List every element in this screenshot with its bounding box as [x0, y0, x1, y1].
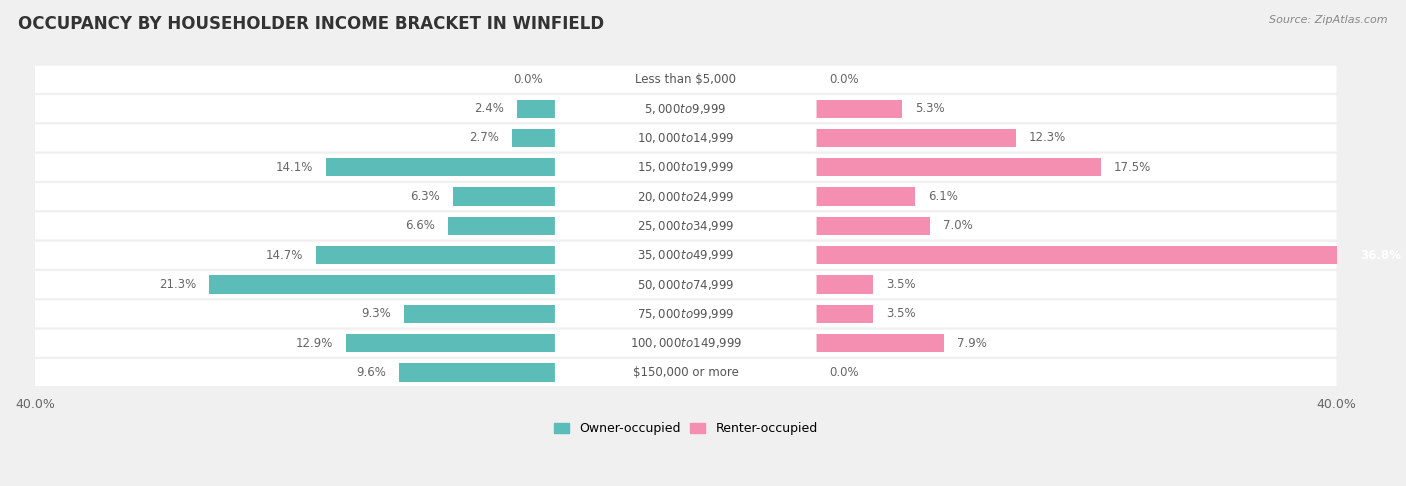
FancyBboxPatch shape: [35, 300, 1337, 328]
Bar: [516, 100, 555, 118]
Bar: [449, 217, 555, 235]
Text: 3.5%: 3.5%: [886, 278, 915, 291]
Text: 6.6%: 6.6%: [405, 219, 436, 232]
Text: OCCUPANCY BY HOUSEHOLDER INCOME BRACKET IN WINFIELD: OCCUPANCY BY HOUSEHOLDER INCOME BRACKET …: [18, 15, 605, 33]
Bar: [815, 217, 929, 235]
FancyBboxPatch shape: [35, 242, 1337, 269]
Bar: [815, 276, 873, 294]
FancyBboxPatch shape: [555, 186, 817, 207]
FancyBboxPatch shape: [555, 304, 817, 324]
Text: 5.3%: 5.3%: [915, 102, 945, 115]
FancyBboxPatch shape: [555, 157, 817, 177]
Bar: [326, 158, 555, 176]
Bar: [815, 246, 1406, 264]
Bar: [815, 334, 945, 352]
Text: $50,000 to $74,999: $50,000 to $74,999: [637, 278, 734, 292]
Bar: [512, 129, 555, 147]
Text: $20,000 to $24,999: $20,000 to $24,999: [637, 190, 734, 204]
Text: 6.1%: 6.1%: [928, 190, 957, 203]
Text: 6.3%: 6.3%: [411, 190, 440, 203]
FancyBboxPatch shape: [35, 212, 1337, 240]
Text: $35,000 to $49,999: $35,000 to $49,999: [637, 248, 734, 262]
Text: 0.0%: 0.0%: [830, 73, 859, 86]
FancyBboxPatch shape: [555, 216, 817, 236]
Text: 17.5%: 17.5%: [1114, 161, 1152, 174]
Bar: [405, 305, 555, 323]
Text: 0.0%: 0.0%: [513, 73, 543, 86]
Bar: [815, 188, 915, 206]
FancyBboxPatch shape: [35, 359, 1337, 386]
FancyBboxPatch shape: [35, 271, 1337, 298]
Text: $100,000 to $149,999: $100,000 to $149,999: [630, 336, 742, 350]
Text: 2.7%: 2.7%: [468, 131, 499, 144]
Bar: [815, 158, 1101, 176]
FancyBboxPatch shape: [555, 245, 817, 265]
FancyBboxPatch shape: [555, 274, 817, 295]
Bar: [209, 276, 555, 294]
Text: Source: ZipAtlas.com: Source: ZipAtlas.com: [1270, 15, 1388, 25]
Text: 7.0%: 7.0%: [943, 219, 973, 232]
FancyBboxPatch shape: [555, 128, 817, 148]
Text: 12.3%: 12.3%: [1029, 131, 1066, 144]
Text: 7.9%: 7.9%: [957, 337, 987, 350]
FancyBboxPatch shape: [35, 124, 1337, 152]
Text: $15,000 to $19,999: $15,000 to $19,999: [637, 160, 734, 174]
Text: 9.6%: 9.6%: [357, 366, 387, 379]
Text: 36.8%: 36.8%: [1361, 249, 1402, 262]
Text: 3.5%: 3.5%: [886, 307, 915, 320]
Text: 14.7%: 14.7%: [266, 249, 304, 262]
Text: 9.3%: 9.3%: [361, 307, 391, 320]
Bar: [346, 334, 555, 352]
Bar: [399, 364, 555, 382]
Bar: [316, 246, 555, 264]
FancyBboxPatch shape: [555, 98, 817, 119]
Text: $5,000 to $9,999: $5,000 to $9,999: [644, 102, 727, 116]
Text: 0.0%: 0.0%: [830, 366, 859, 379]
Text: 21.3%: 21.3%: [159, 278, 195, 291]
Bar: [453, 188, 555, 206]
FancyBboxPatch shape: [35, 330, 1337, 357]
Text: $75,000 to $99,999: $75,000 to $99,999: [637, 307, 734, 321]
Text: $25,000 to $34,999: $25,000 to $34,999: [637, 219, 734, 233]
Text: $150,000 or more: $150,000 or more: [633, 366, 738, 379]
Legend: Owner-occupied, Renter-occupied: Owner-occupied, Renter-occupied: [548, 417, 823, 440]
Text: $10,000 to $14,999: $10,000 to $14,999: [637, 131, 734, 145]
Bar: [815, 129, 1017, 147]
Bar: [815, 305, 873, 323]
Text: 12.9%: 12.9%: [295, 337, 333, 350]
FancyBboxPatch shape: [555, 333, 817, 353]
FancyBboxPatch shape: [35, 66, 1337, 93]
FancyBboxPatch shape: [35, 183, 1337, 210]
Text: 14.1%: 14.1%: [276, 161, 314, 174]
FancyBboxPatch shape: [35, 95, 1337, 122]
Text: Less than $5,000: Less than $5,000: [636, 73, 737, 86]
FancyBboxPatch shape: [35, 154, 1337, 181]
Bar: [815, 100, 903, 118]
FancyBboxPatch shape: [555, 69, 817, 89]
Text: 2.4%: 2.4%: [474, 102, 503, 115]
FancyBboxPatch shape: [555, 362, 817, 383]
